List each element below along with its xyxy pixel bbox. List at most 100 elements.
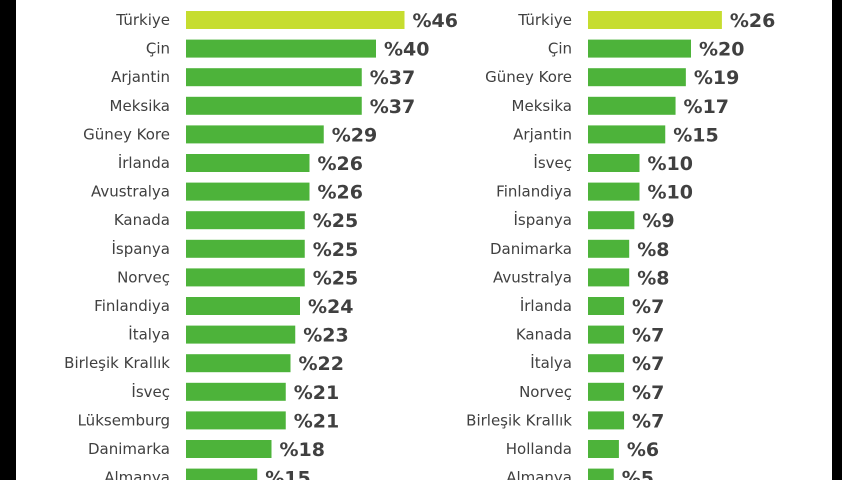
- category-label: Almanya: [506, 469, 572, 480]
- value-label: %6: [627, 439, 659, 461]
- category-label: Danimarka: [490, 240, 572, 258]
- value-label: %18: [280, 439, 325, 461]
- value-label: %8: [637, 267, 669, 289]
- category-label: İspanya: [111, 239, 170, 258]
- value-label: %22: [299, 353, 344, 375]
- value-label: %19: [694, 67, 739, 89]
- category-label: Arjantin: [111, 68, 170, 86]
- category-label: Hollanda: [506, 440, 572, 458]
- bar: [186, 11, 405, 29]
- category-label: Finlandiya: [496, 183, 572, 201]
- category-label: Çin: [146, 40, 170, 58]
- bar: [588, 154, 640, 172]
- value-label: %40: [384, 39, 429, 61]
- frame-right-border: [832, 0, 842, 480]
- bar: [186, 468, 258, 480]
- bar: [588, 39, 691, 58]
- value-label: %26: [318, 182, 363, 204]
- value-label: %7: [632, 325, 664, 347]
- value-label: %10: [648, 153, 693, 175]
- value-label: %21: [294, 410, 339, 432]
- value-label: %37: [370, 96, 415, 118]
- chart-1: Türkiye %46 Çin %40 Arjantin %37 Meksika %37 Gün…: [64, 10, 458, 480]
- value-label: %7: [632, 353, 664, 375]
- bar: [186, 382, 286, 401]
- bar: [186, 297, 300, 315]
- category-label: Türkiye: [115, 11, 170, 29]
- bar: [186, 96, 362, 115]
- bar: [588, 468, 614, 480]
- category-label: Meksika: [512, 97, 572, 115]
- value-label: %20: [699, 39, 744, 61]
- bar: [186, 411, 286, 430]
- category-label: Kanada: [114, 211, 170, 229]
- bar: [186, 211, 305, 230]
- bar: [588, 297, 625, 315]
- category-label: Kanada: [516, 326, 572, 344]
- bar: [588, 96, 676, 115]
- bar: [588, 382, 625, 401]
- bar: [186, 440, 272, 458]
- value-label: %26: [730, 10, 775, 32]
- category-label: Meksika: [110, 97, 170, 115]
- category-label: Birleşik Krallık: [466, 411, 572, 429]
- value-label: %9: [642, 210, 674, 232]
- value-label: %25: [313, 210, 358, 232]
- category-label: Norveç: [519, 383, 572, 401]
- bar: [588, 11, 722, 29]
- frame-left-border: [0, 0, 16, 480]
- category-label: Birleşik Krallık: [64, 354, 170, 372]
- value-label: %7: [632, 382, 664, 404]
- category-label: Çin: [548, 40, 572, 58]
- category-label: Finlandiya: [94, 297, 170, 315]
- bar: [588, 268, 630, 287]
- value-label: %8: [637, 239, 669, 261]
- category-label: İspanya: [513, 210, 572, 229]
- value-label: %17: [684, 96, 729, 118]
- category-label: Arjantin: [513, 125, 572, 143]
- category-label: Güney Kore: [83, 125, 170, 143]
- category-label: Avustralya: [493, 268, 572, 286]
- value-label: %37: [370, 67, 415, 89]
- value-label: %25: [313, 239, 358, 261]
- category-label: Güney Kore: [485, 68, 572, 86]
- category-label: İsveç: [131, 382, 170, 401]
- category-label: Norveç: [117, 268, 170, 286]
- bar: [186, 325, 296, 344]
- value-label: %23: [303, 325, 348, 347]
- value-label: %5: [622, 468, 654, 480]
- category-label: İsveç: [533, 153, 572, 172]
- bar: [186, 154, 310, 172]
- category-label: Lüksemburg: [78, 411, 170, 429]
- bar: [186, 268, 305, 287]
- bar: [186, 182, 310, 201]
- bar: [186, 125, 324, 144]
- value-label: %7: [632, 296, 664, 318]
- bar: [588, 68, 686, 87]
- bar: [588, 325, 625, 344]
- value-label: %46: [413, 10, 458, 32]
- value-label: %15: [265, 468, 310, 480]
- value-label: %21: [294, 382, 339, 404]
- bar: [588, 125, 666, 144]
- category-label: İtalya: [128, 325, 170, 344]
- bar: [588, 354, 625, 373]
- value-label: %15: [673, 124, 718, 146]
- chart-2: Türkiye %26 Çin %20 Güney Kore %19 Meksika %17 A…: [466, 10, 775, 480]
- bar: [588, 411, 625, 430]
- bar: [186, 354, 291, 373]
- value-label: %7: [632, 410, 664, 432]
- value-label: %29: [332, 124, 377, 146]
- value-label: %26: [318, 153, 363, 175]
- bar: [186, 68, 362, 87]
- category-label: İrlanda: [520, 296, 572, 315]
- bar: [588, 440, 619, 458]
- bar: [588, 239, 630, 258]
- bar: [588, 211, 635, 230]
- bar: [186, 39, 376, 58]
- category-label: Danimarka: [88, 440, 170, 458]
- bar: [588, 182, 640, 201]
- category-label: İrlanda: [118, 153, 170, 172]
